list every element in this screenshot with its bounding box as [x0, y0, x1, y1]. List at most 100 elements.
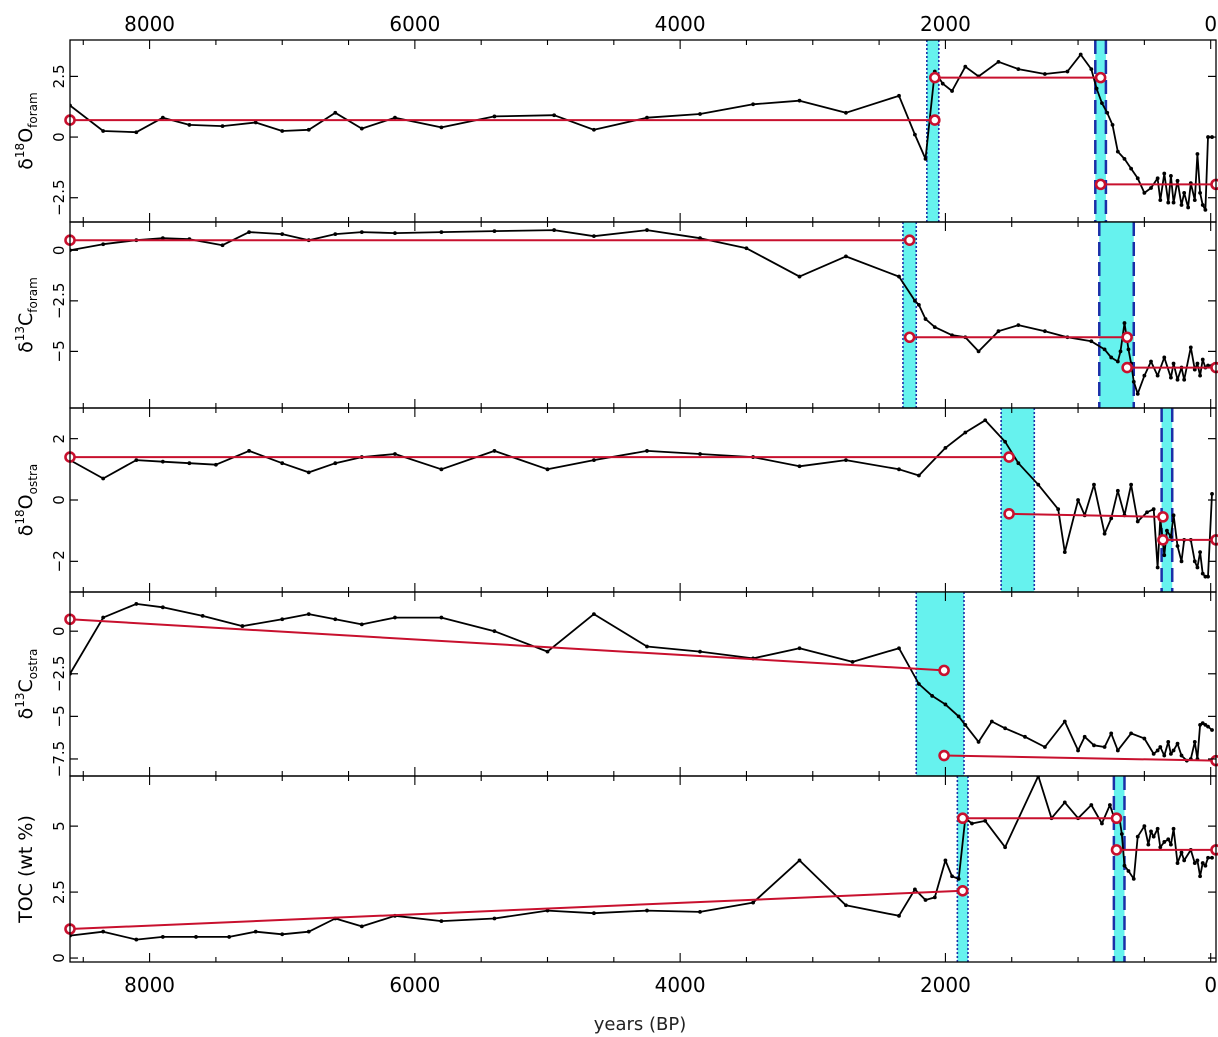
- fit-endpoint: [1210, 754, 1218, 767]
- y-tick-label: 2.5: [50, 880, 68, 904]
- data-point: [253, 929, 258, 934]
- data-point: [989, 719, 994, 724]
- data-point: [963, 430, 968, 435]
- fit-endpoint: [929, 114, 941, 126]
- y-tick-label: 2: [50, 434, 68, 444]
- fit-endpoint: [903, 331, 916, 344]
- data-point: [943, 445, 948, 450]
- data-point: [393, 231, 397, 236]
- data-point: [253, 120, 258, 125]
- data-point: [214, 462, 218, 467]
- data-point: [1171, 748, 1176, 753]
- data-point: [744, 246, 749, 251]
- data-point: [1169, 842, 1173, 847]
- fit-endpoint: [1210, 361, 1218, 374]
- data-point: [1016, 67, 1021, 72]
- bottom-x-axis: 8000 6000 4000 2000 0: [124, 973, 1217, 997]
- data-point: [101, 242, 106, 247]
- data-point: [1003, 845, 1008, 850]
- data-point: [1142, 824, 1147, 829]
- data-point: [932, 895, 937, 900]
- change-band-0: [926, 40, 939, 222]
- data-point: [1155, 565, 1160, 570]
- series-line: [70, 229, 1212, 395]
- data-point: [1179, 203, 1184, 207]
- data-point: [976, 740, 981, 744]
- y-tick-label: −2.5: [50, 179, 68, 215]
- change-band-1: [1161, 408, 1173, 592]
- panel-plot-area: [70, 222, 1216, 408]
- y-tick-label: −5: [50, 340, 68, 362]
- data-point: [897, 274, 901, 279]
- fit-segment-0: [70, 889, 963, 931]
- data-point: [1162, 840, 1167, 844]
- data-point: [1158, 845, 1163, 850]
- data-point: [1158, 745, 1163, 749]
- data-point: [1076, 748, 1080, 753]
- data-point: [1122, 321, 1127, 325]
- data-point: [1200, 571, 1205, 576]
- data-point: [1115, 359, 1120, 364]
- data-point: [333, 232, 338, 237]
- data-point: [913, 132, 917, 137]
- data-point: [1169, 751, 1173, 756]
- data-point: [393, 115, 397, 120]
- y-axis-title: δ18Oforam: [13, 92, 40, 169]
- data-point: [897, 646, 901, 651]
- data-point: [1203, 574, 1208, 579]
- data-point: [1122, 157, 1127, 161]
- data-point: [101, 929, 106, 934]
- data-point: [1195, 858, 1200, 863]
- data-point: [1119, 832, 1124, 836]
- data-point: [1179, 753, 1184, 758]
- data-point: [1195, 152, 1200, 156]
- panel-d18O-ostra: 2 0 −2 δ18Oostra: [13, 407, 1218, 593]
- data-point: [492, 629, 497, 634]
- data-point: [1171, 200, 1176, 205]
- fit-segment-1: [1009, 512, 1163, 518]
- data-point: [1100, 101, 1104, 105]
- data-point: [439, 919, 444, 924]
- data-point: [1062, 800, 1067, 805]
- data-point: [996, 59, 1001, 64]
- data-point: [1175, 741, 1180, 746]
- fit-endpoint: [1110, 812, 1123, 825]
- data-point: [1149, 829, 1153, 834]
- data-point: [1078, 52, 1083, 57]
- data-point: [751, 900, 755, 905]
- data-point: [1171, 513, 1176, 518]
- data-point: [1126, 347, 1131, 352]
- data-point: [950, 874, 954, 879]
- data-point: [1135, 519, 1140, 524]
- data-point: [359, 230, 364, 235]
- data-point: [439, 467, 444, 472]
- data-point: [923, 317, 928, 321]
- fit-segment-0: [70, 618, 945, 672]
- data-point: [1200, 861, 1205, 865]
- data-point: [1131, 876, 1136, 881]
- change-band-0: [916, 592, 964, 776]
- fit-endpoint: [1157, 534, 1169, 546]
- data-point: [1115, 748, 1120, 753]
- data-point: [101, 476, 106, 481]
- data-point: [913, 887, 917, 892]
- bottom-x-tick-label: 6000: [389, 973, 440, 997]
- data-point: [976, 349, 981, 354]
- data-point: [1169, 173, 1173, 178]
- panel-frame: [69, 221, 1217, 409]
- data-point: [280, 129, 285, 133]
- data-point: [1210, 491, 1214, 496]
- data-point: [943, 858, 948, 863]
- top-x-axis: 8000 6000 4000 2000 0: [124, 12, 1217, 36]
- panel-d13C-foram: 0 −2.5 −5 δ13Cforam: [13, 221, 1218, 409]
- data-point: [240, 624, 245, 628]
- data-point: [333, 461, 338, 466]
- data-point: [1151, 507, 1156, 512]
- panel-d13C-ostra: 0 −2.5 −5 −7.5 δ13Costra: [13, 591, 1218, 777]
- fit-endpoint: [1094, 71, 1107, 84]
- data-point: [797, 274, 802, 279]
- fit-endpoint: [1210, 534, 1218, 546]
- panel-TOC: 0 2.5 5 TOC (wt %): [15, 775, 1218, 963]
- data-point: [940, 81, 945, 86]
- data-point: [970, 821, 974, 826]
